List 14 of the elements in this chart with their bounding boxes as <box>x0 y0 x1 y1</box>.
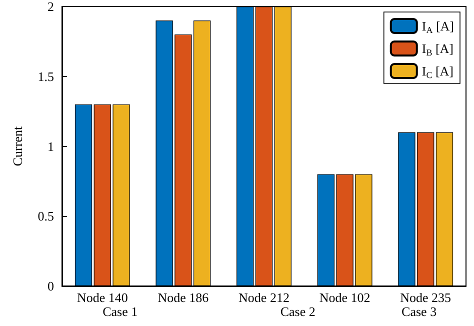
text: Case 1 <box>102 304 138 319</box>
x-tick-label: Node 235 <box>400 290 452 305</box>
x-tick-label: Node 212 <box>238 290 290 305</box>
x-tick-label: Node 102 <box>319 290 370 305</box>
text: Case 3 <box>402 304 437 319</box>
y-tick-label: 0.5 <box>38 208 54 224</box>
x-tick-label: Node 186 <box>158 290 210 305</box>
y-tick-label: 0 <box>48 278 54 294</box>
y-axis-title: Current <box>10 126 25 166</box>
y-tick-label: 2 <box>48 0 54 14</box>
y-tick-label: 1.5 <box>38 68 54 84</box>
x-tick-label: Node 140 <box>76 290 128 305</box>
y-tick-label: 1 <box>48 138 54 154</box>
text: Case 2 <box>280 304 316 319</box>
